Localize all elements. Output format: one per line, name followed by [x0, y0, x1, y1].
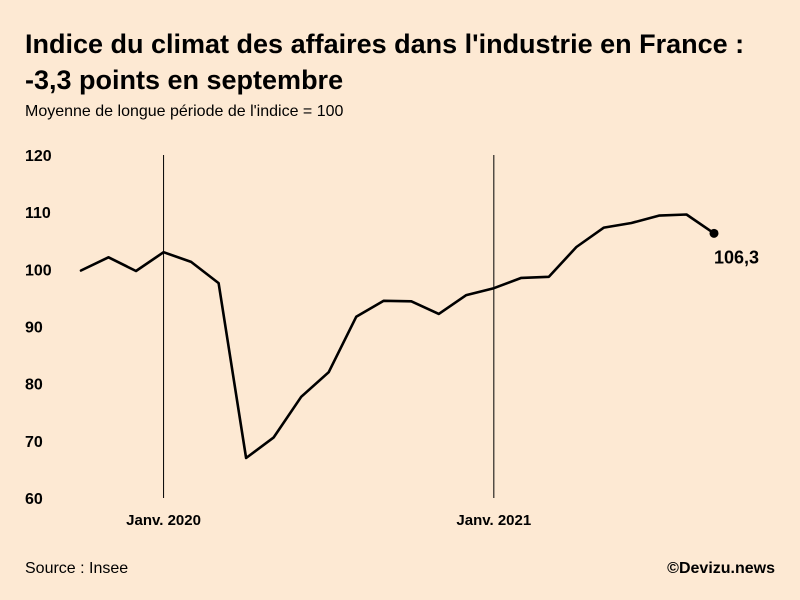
y-tick-label: 70 — [25, 434, 43, 451]
y-tick-label: 110 — [25, 205, 51, 222]
chart-title-line-2: -3,3 points en septembre — [25, 65, 344, 95]
x-tick-label: Janv. 2021 — [456, 512, 531, 529]
end-value-label: 106,3 — [714, 247, 759, 267]
series-line — [79, 213, 716, 460]
y-tick-label: 90 — [25, 320, 43, 337]
x-tick-label: Janv. 2020 — [126, 512, 201, 529]
credit-note: ©Devizu.news — [667, 560, 775, 577]
chart-title: Indice du climat des affaires dans l'ind… — [25, 26, 785, 98]
end-point-marker — [709, 228, 719, 238]
source-note: Source : Insee — [25, 560, 129, 577]
x-axis: Janv. 2020 Janv. 2021 — [126, 155, 531, 529]
chart-subtitle: Moyenne de longue période de l'indice = … — [25, 103, 344, 120]
y-tick-label: 120 — [25, 148, 52, 165]
y-tick-label: 100 — [25, 262, 52, 279]
series-layer: 106,3 — [79, 213, 759, 460]
y-tick-label: 60 — [25, 491, 43, 508]
y-tick-label: 80 — [25, 377, 43, 394]
y-axis: 120 110 100 90 80 70 60 — [25, 148, 52, 508]
chart-title-line-1: Indice du climat des affaires dans l'ind… — [25, 29, 745, 59]
